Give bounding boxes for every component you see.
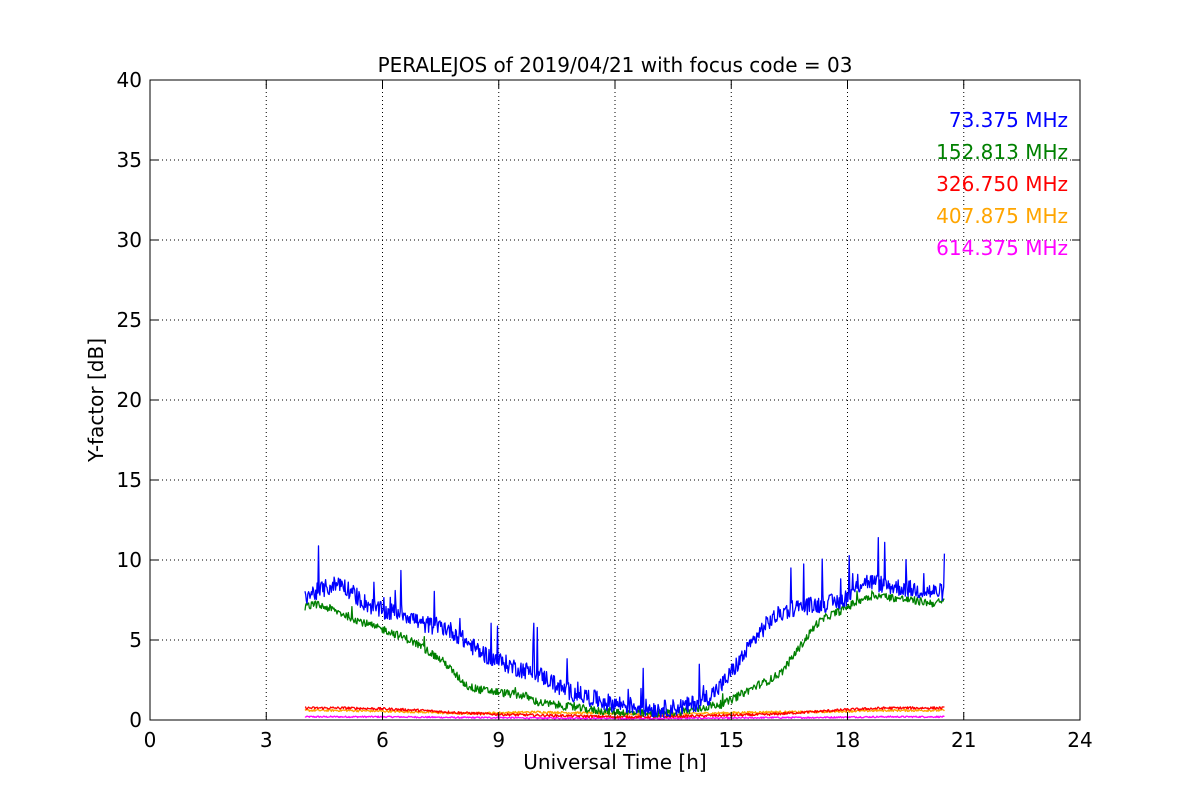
x-tick-label: 9 xyxy=(492,728,505,752)
y-tick-label: 40 xyxy=(117,68,142,92)
series-line-1 xyxy=(304,590,945,718)
y-tick-label: 15 xyxy=(117,468,142,492)
grid xyxy=(150,80,1080,720)
series-line-2 xyxy=(304,706,945,719)
y-tick-label: 5 xyxy=(129,628,142,652)
series-layer xyxy=(304,536,946,720)
y-tick-label: 35 xyxy=(117,148,142,172)
legend-entry: 73.375 MHz xyxy=(949,108,1068,132)
legend-entry: 614.375 MHz xyxy=(936,236,1068,260)
legend-entry: 326.750 MHz xyxy=(936,172,1068,196)
y-tick-label: 25 xyxy=(117,308,142,332)
x-tick-label: 6 xyxy=(376,728,389,752)
chart-title: PERALEJOS of 2019/04/21 with focus code … xyxy=(378,53,853,77)
x-tick-label: 18 xyxy=(835,728,860,752)
axis-ticks: 0 3 6 9 12 15 18 21 24 0 5 10 15 20 25 30 35 40 xyxy=(117,68,1093,752)
x-tick-label: 12 xyxy=(602,728,627,752)
x-axis-label: Universal Time [h] xyxy=(523,750,706,774)
legend-entry: 407.875 MHz xyxy=(936,204,1068,228)
x-tick-label: 21 xyxy=(951,728,976,752)
legend-entry: 152.813 MHz xyxy=(936,140,1068,164)
x-tick-label: 3 xyxy=(260,728,273,752)
y-tick-label: 30 xyxy=(117,228,142,252)
x-tick-label: 15 xyxy=(719,728,744,752)
series-line-4 xyxy=(304,715,945,720)
x-tick-label: 0 xyxy=(144,728,157,752)
y-tick-label: 0 xyxy=(129,708,142,732)
series-line-0 xyxy=(304,536,946,719)
y-tick-label: 20 xyxy=(117,388,142,412)
legend: 73.375 MHz 152.813 MHz 326.750 MHz 407.875 … xyxy=(936,108,1068,260)
y-tick-label: 10 xyxy=(117,548,142,572)
y-axis-label: Y-factor [dB] xyxy=(84,338,108,463)
x-tick-label: 24 xyxy=(1067,728,1092,752)
